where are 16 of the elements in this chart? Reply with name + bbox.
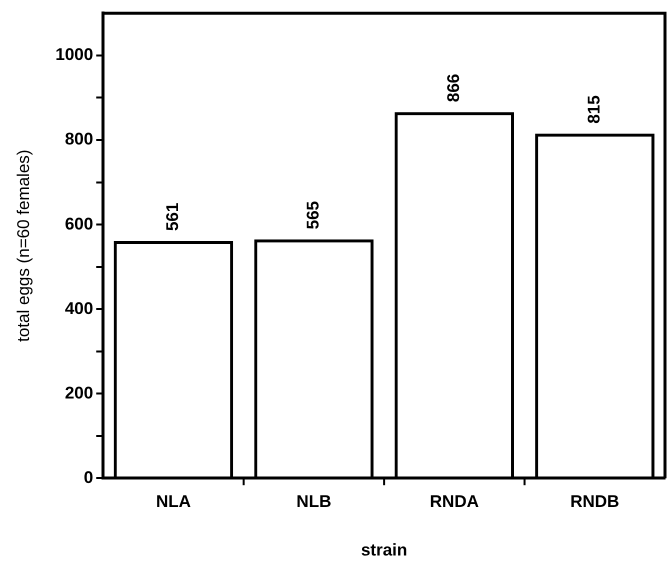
data-label: 866 [444, 74, 464, 102]
x-tick-label: NLA [156, 492, 191, 512]
y-tick-label: 1000 [55, 45, 94, 64]
data-label: 565 [304, 200, 323, 230]
data-label: 561 [163, 202, 182, 232]
data-label: 815 [584, 95, 604, 124]
x-tick-label: RNDB [570, 492, 620, 512]
x-tick-label: NLB [296, 492, 332, 512]
y-tick-label: 0 [84, 468, 94, 487]
y-axis-title: total eggs (n=60 females) [14, 150, 33, 342]
y-tick-label: 400 [64, 298, 94, 318]
y-tick-label: 800 [64, 130, 94, 149]
x-axis-title: strain [360, 540, 408, 560]
x-tick-label: RNDA [430, 492, 479, 512]
y-tick-label: 200 [64, 383, 94, 402]
y-tick-label: 600 [64, 214, 94, 234]
